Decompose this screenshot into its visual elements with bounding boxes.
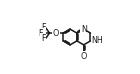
Text: F: F: [41, 23, 46, 32]
Text: O: O: [53, 29, 59, 38]
Text: NH: NH: [91, 36, 103, 45]
Text: F: F: [39, 29, 43, 38]
Text: F: F: [41, 34, 46, 43]
Text: N: N: [81, 25, 87, 34]
Text: O: O: [80, 52, 87, 61]
